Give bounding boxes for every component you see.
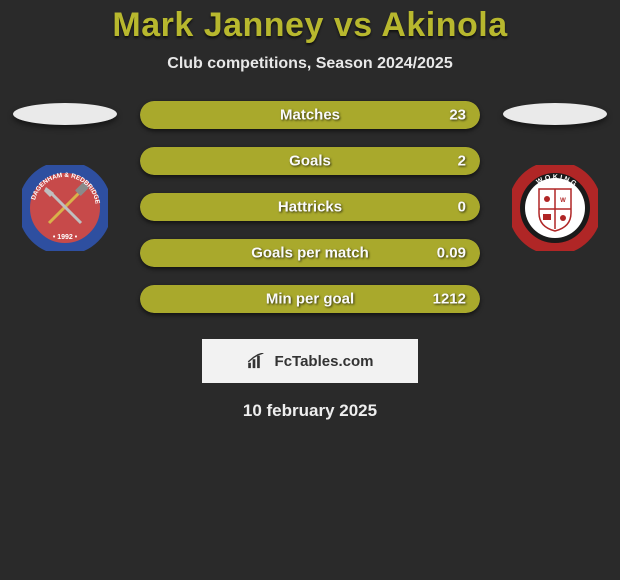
subtitle: Club competitions, Season 2024/2025 — [167, 55, 452, 73]
svg-text:W: W — [560, 198, 566, 204]
attribution-text: FcTables.com — [275, 353, 374, 370]
stat-label: Matches — [280, 107, 340, 124]
stat-value: 0 — [458, 199, 466, 216]
date-text: 10 february 2025 — [243, 401, 377, 421]
stat-value: 2 — [458, 153, 466, 170]
comparison-row: DAGENHAM & REDBRIDGE • 1992 • Matches 23… — [0, 101, 620, 313]
svg-text:• 1992 •: • 1992 • — [53, 234, 78, 241]
stat-row-gpm: Goals per match 0.09 — [140, 239, 480, 267]
stat-row-goals: Goals 2 — [140, 147, 480, 175]
stat-row-hattricks: Hattricks 0 — [140, 193, 480, 221]
stat-label: Min per goal — [266, 291, 354, 308]
stats-column: Matches 23 Goals 2 Hattricks 0 Goals per… — [140, 101, 480, 313]
stat-label: Goals — [289, 153, 331, 170]
page-title: Mark Janney vs Akinola — [112, 6, 507, 45]
left-column: DAGENHAM & REDBRIDGE • 1992 • — [10, 101, 120, 251]
right-team-badge: W W O K I N G — [512, 165, 598, 251]
stat-value: 0.09 — [437, 245, 466, 262]
left-team-badge: DAGENHAM & REDBRIDGE • 1992 • — [22, 165, 108, 251]
stat-row-mpg: Min per goal 1212 — [140, 285, 480, 313]
right-column: W W O K I N G — [500, 101, 610, 251]
dagenham-badge-icon: DAGENHAM & REDBRIDGE • 1992 • — [22, 165, 108, 251]
left-placeholder-ellipse — [13, 103, 117, 125]
woking-badge-icon: W W O K I N G — [512, 165, 598, 251]
bar-chart-icon — [247, 353, 269, 369]
stat-value: 23 — [449, 107, 466, 124]
attribution-box: FcTables.com — [202, 339, 418, 383]
right-placeholder-ellipse — [503, 103, 607, 125]
stat-label: Hattricks — [278, 199, 342, 216]
stat-row-matches: Matches 23 — [140, 101, 480, 129]
stat-value: 1212 — [433, 291, 466, 308]
stat-label: Goals per match — [251, 245, 369, 262]
